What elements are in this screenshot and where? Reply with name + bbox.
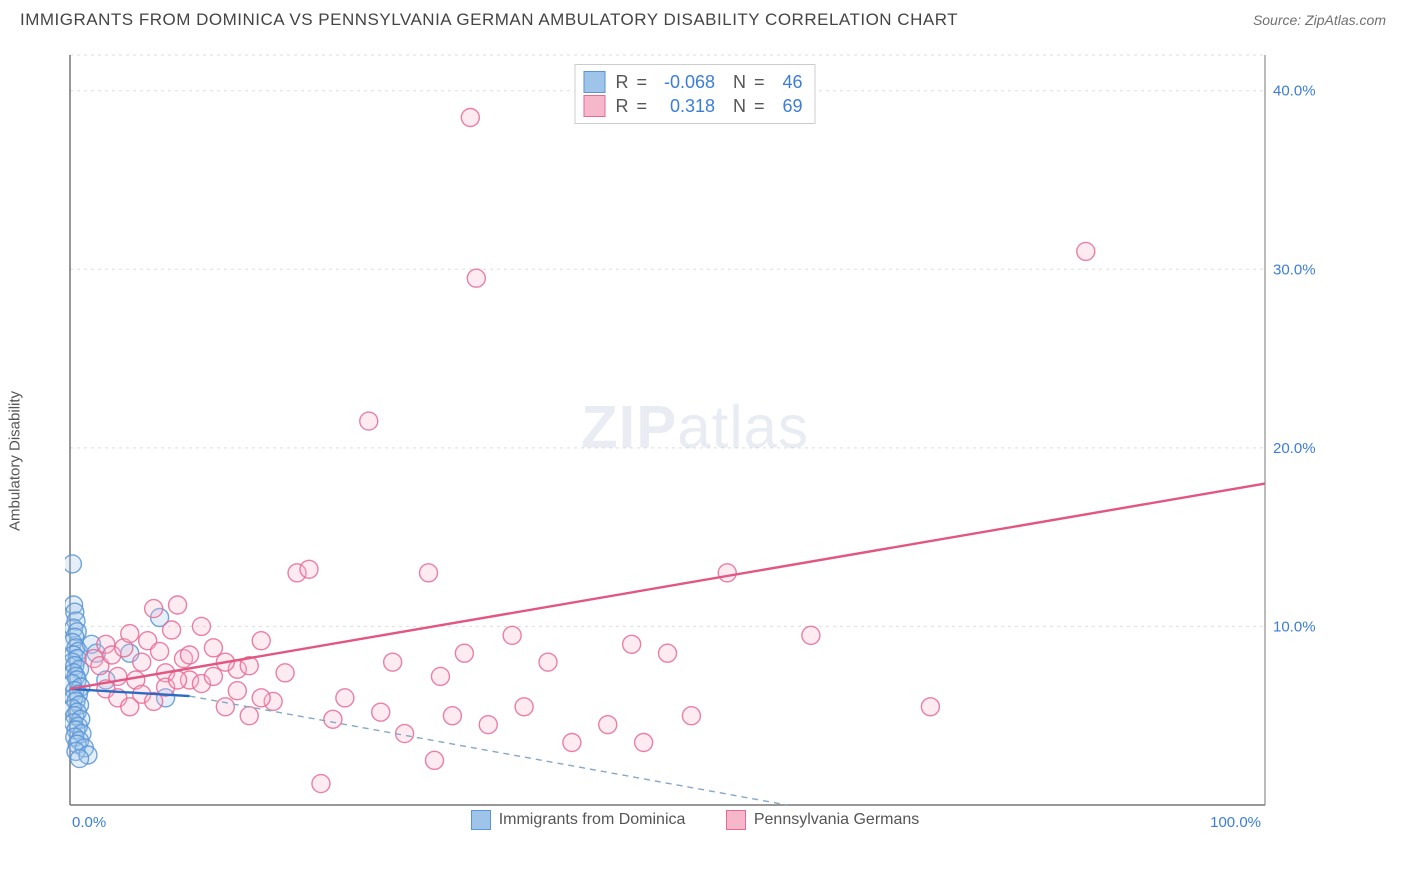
legend-label-dominica: Immigrants from Dominica [499,811,686,829]
equals-sign: = [636,72,647,93]
chart-title: IMMIGRANTS FROM DOMINICA VS PENNSYLVANIA… [20,10,958,30]
n-value-dominica: 46 [773,72,803,93]
source-value: ZipAtlas.com [1305,12,1386,28]
r-label: R [615,96,628,117]
legend-label-penn-german: Pennsylvania Germans [754,811,919,829]
n-label: N [733,72,746,93]
svg-text:30.0%: 30.0% [1273,261,1316,278]
swatch-dominica [583,71,605,93]
source-citation: Source: ZipAtlas.com [1253,12,1386,28]
equals-sign: = [754,72,765,93]
r-value-penn-german: 0.318 [655,96,715,117]
scatter-plot: 10.0%20.0%30.0%40.0%0.0%100.0% ZIPatlas … [65,50,1325,835]
swatch-penn-german [726,810,746,830]
legend-row-penn-german: R = 0.318 N = 69 [583,95,802,117]
plot-svg: 10.0%20.0%30.0%40.0%0.0%100.0% [65,50,1325,835]
svg-text:40.0%: 40.0% [1273,83,1316,100]
n-label: N [733,96,746,117]
source-label: Source: [1253,12,1305,28]
legend-item-penn-german: Pennsylvania Germans [726,810,919,830]
swatch-dominica [471,810,491,830]
n-value-penn-german: 69 [773,96,803,117]
svg-text:20.0%: 20.0% [1273,440,1316,457]
series-legend: Immigrants from Dominica Pennsylvania Ge… [65,810,1325,835]
r-value-dominica: -0.068 [655,72,715,93]
chart-container: Ambulatory Disability 10.0%20.0%30.0%40.… [20,40,1386,882]
legend-item-dominica: Immigrants from Dominica [471,810,686,830]
swatch-penn-german [583,95,605,117]
correlation-legend: R = -0.068 N = 46 R = 0.318 N = 69 [574,64,815,124]
equals-sign: = [754,96,765,117]
y-axis-label: Ambulatory Disability [7,391,24,531]
equals-sign: = [636,96,647,117]
svg-text:10.0%: 10.0% [1273,618,1316,635]
r-label: R [615,72,628,93]
legend-row-dominica: R = -0.068 N = 46 [583,71,802,93]
